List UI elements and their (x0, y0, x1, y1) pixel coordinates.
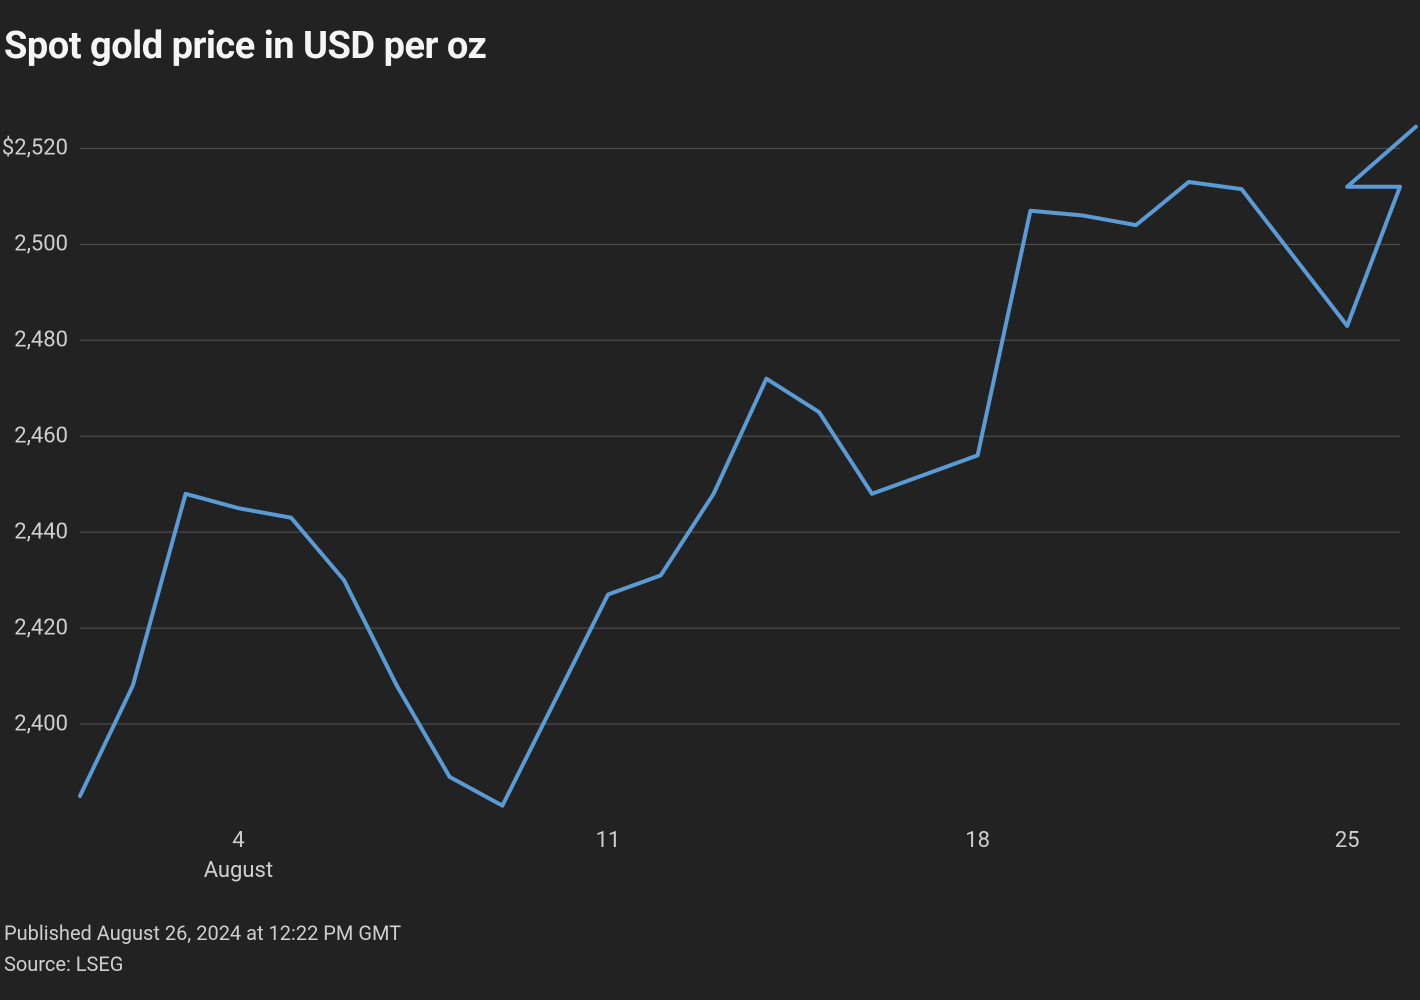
chart-footer: Published August 26, 2024 at 12:22 PM GM… (4, 918, 401, 980)
x-tick-label: 4 (232, 828, 244, 853)
x-month-label: August (204, 858, 273, 883)
y-tick-label: $2,520 (2, 136, 68, 161)
y-tick-label: 2,480 (14, 328, 68, 353)
x-tick-label: 25 (1335, 828, 1360, 853)
x-tick-label: 18 (965, 828, 990, 853)
chart-title: Spot gold price in USD per oz (4, 24, 486, 68)
line-chart-svg (80, 110, 1400, 820)
y-axis-ticks: $2,520 2,500 2,480 2,460 2,440 2,420 2,400 (0, 110, 74, 820)
x-axis-ticks: 4 11 18 25 (80, 828, 1400, 856)
x-axis-month-label: August (80, 858, 1400, 886)
y-tick-label: 2,440 (14, 520, 68, 545)
footer-published: Published August 26, 2024 at 12:22 PM GM… (4, 918, 401, 949)
y-tick-label: 2,400 (14, 712, 68, 737)
chart-container: Spot gold price in USD per oz $2,520 2,50… (0, 0, 1420, 1000)
footer-source: Source: LSEG (4, 949, 401, 980)
plot-area (80, 110, 1400, 820)
price-line (80, 127, 1416, 806)
y-tick-label: 2,460 (14, 424, 68, 449)
y-tick-label: 2,420 (14, 616, 68, 641)
x-tick-label: 11 (596, 828, 621, 853)
y-tick-label: 2,500 (14, 232, 68, 257)
